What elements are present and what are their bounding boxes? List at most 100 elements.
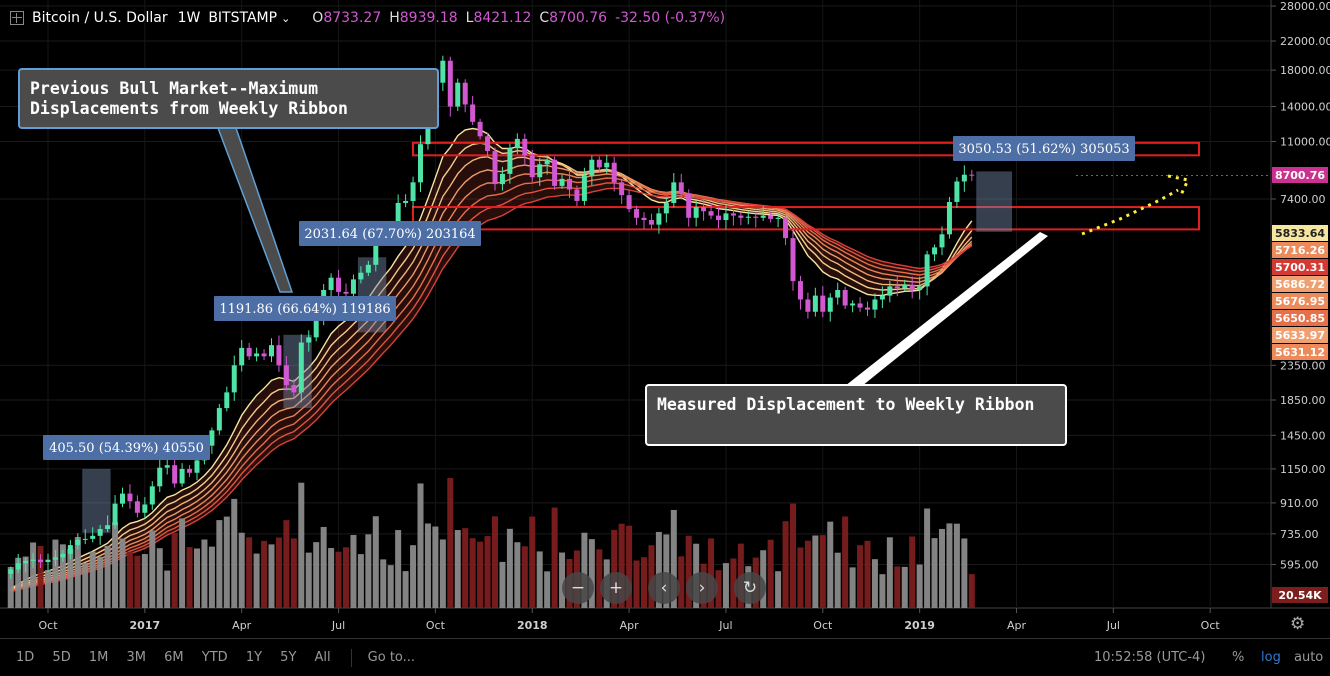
timeframe-3m[interactable]: 3M bbox=[126, 650, 146, 665]
chevron-down-icon[interactable]: ⌄ bbox=[281, 11, 291, 25]
volume-bar bbox=[611, 529, 618, 608]
candle bbox=[738, 215, 744, 218]
exchange-label[interactable]: BITSTAMP bbox=[208, 10, 278, 26]
y-tick-label: 1150.00 bbox=[1280, 463, 1326, 476]
y-tick-label: 1850.00 bbox=[1280, 394, 1326, 407]
displacement-callout[interactable]: Measured Displacement to Weekly Ribbon bbox=[645, 384, 1067, 446]
candle bbox=[328, 277, 334, 291]
volume-bar bbox=[171, 533, 178, 608]
price-tag bbox=[1272, 259, 1328, 275]
timeframe-all[interactable]: All bbox=[314, 650, 331, 665]
candle bbox=[23, 560, 29, 564]
candle bbox=[507, 148, 513, 174]
candle bbox=[611, 162, 617, 183]
price-tag-label: 8700.76 bbox=[1275, 169, 1325, 182]
reset-chart-button[interactable]: ↻ bbox=[734, 572, 766, 604]
scroll-right-button[interactable]: › bbox=[686, 572, 718, 604]
candle bbox=[939, 234, 945, 248]
price-tag bbox=[1272, 327, 1328, 343]
candle bbox=[835, 290, 841, 298]
candle bbox=[283, 365, 289, 386]
clock-readout: 10:52:58 (UTC-4) bbox=[1094, 650, 1206, 665]
volume-bar bbox=[722, 563, 729, 608]
measure-label-box bbox=[214, 296, 396, 321]
timeframe-1m[interactable]: 1M bbox=[88, 650, 109, 665]
candle bbox=[447, 60, 453, 107]
gear-icon[interactable]: ⚙ bbox=[1290, 614, 1306, 634]
volume-bar bbox=[812, 535, 819, 608]
candle bbox=[663, 202, 669, 214]
ribbon-line bbox=[10, 127, 973, 590]
percent-scale-toggle[interactable]: % bbox=[1232, 650, 1245, 665]
crosshair-icon[interactable] bbox=[10, 11, 24, 25]
measure-label: 1191.86 (66.64%) 119186 bbox=[219, 302, 390, 317]
ribbon-line bbox=[10, 171, 973, 592]
candle bbox=[917, 286, 923, 291]
toolbar-divider bbox=[350, 648, 352, 667]
candle bbox=[403, 200, 409, 203]
volume-bar bbox=[477, 541, 484, 608]
timeframe-5d[interactable]: 5D bbox=[52, 650, 71, 665]
log-scale-toggle[interactable]: log bbox=[1261, 650, 1281, 665]
zoom-out-button[interactable]: − bbox=[562, 572, 594, 604]
goto-button[interactable]: Go to... bbox=[367, 650, 416, 665]
volume-bar bbox=[968, 574, 975, 608]
scroll-left-button[interactable]: ‹ bbox=[648, 572, 680, 604]
volume-bar bbox=[454, 530, 461, 608]
chart-nav-controls: − + ‹ › ↻ bbox=[562, 572, 766, 604]
volume-bar bbox=[506, 528, 513, 608]
auto-scale-toggle[interactable]: auto bbox=[1294, 650, 1324, 665]
volume-bar bbox=[52, 539, 59, 608]
timeframe-5y[interactable]: 5Y bbox=[280, 650, 297, 665]
candle bbox=[648, 220, 654, 225]
timeframe-1y[interactable]: 1Y bbox=[245, 650, 263, 665]
y-tick-label: 2350.00 bbox=[1280, 359, 1326, 372]
volume-bar bbox=[775, 571, 782, 608]
volume-bar bbox=[797, 547, 804, 608]
volume-bar bbox=[365, 534, 372, 608]
candle bbox=[149, 486, 155, 505]
timeframe-6m[interactable]: 6M bbox=[164, 650, 184, 665]
candle bbox=[470, 104, 476, 122]
candle bbox=[45, 559, 51, 563]
price-tag bbox=[1272, 310, 1328, 326]
volume-bar bbox=[670, 509, 677, 608]
measure-label-box bbox=[43, 435, 210, 460]
timeframe-ytd[interactable]: YTD bbox=[201, 650, 228, 665]
candle bbox=[574, 189, 580, 201]
y-tick-label: 1450.00 bbox=[1280, 429, 1326, 442]
candle bbox=[246, 347, 252, 357]
candle bbox=[797, 281, 803, 300]
price-tag-label: 5633.97 bbox=[1275, 329, 1325, 342]
price-tag bbox=[1272, 225, 1328, 241]
candle bbox=[8, 569, 14, 574]
timeframe-1d[interactable]: 1D bbox=[16, 650, 35, 665]
volume-bar bbox=[871, 559, 878, 608]
volume-bar bbox=[328, 548, 335, 608]
volume-bar bbox=[156, 548, 163, 608]
symbol-title[interactable]: Bitcoin / U.S. Dollar bbox=[32, 10, 168, 26]
low-label: L bbox=[465, 10, 474, 26]
candle bbox=[753, 216, 759, 218]
volume-bar bbox=[909, 536, 916, 608]
zoom-in-button[interactable]: + bbox=[600, 572, 632, 604]
interval-label[interactable]: 1W bbox=[177, 10, 201, 26]
candle bbox=[477, 121, 483, 137]
bull-market-callout[interactable]: Previous Bull Market--Maximum Displaceme… bbox=[18, 68, 439, 129]
volume-bar bbox=[201, 539, 208, 608]
candle bbox=[902, 284, 908, 289]
y-tick-label: 910.00 bbox=[1280, 497, 1319, 510]
candle bbox=[157, 467, 163, 487]
candle bbox=[671, 182, 677, 203]
volume-bar bbox=[7, 567, 14, 608]
candle bbox=[194, 460, 200, 473]
volume-bar bbox=[380, 559, 387, 608]
price-tag bbox=[1272, 242, 1328, 258]
candle bbox=[559, 178, 565, 186]
volume-bar bbox=[372, 516, 379, 608]
volume-bar bbox=[104, 545, 111, 608]
candle bbox=[596, 159, 602, 168]
candle bbox=[954, 181, 960, 202]
volume-bar bbox=[663, 534, 670, 608]
